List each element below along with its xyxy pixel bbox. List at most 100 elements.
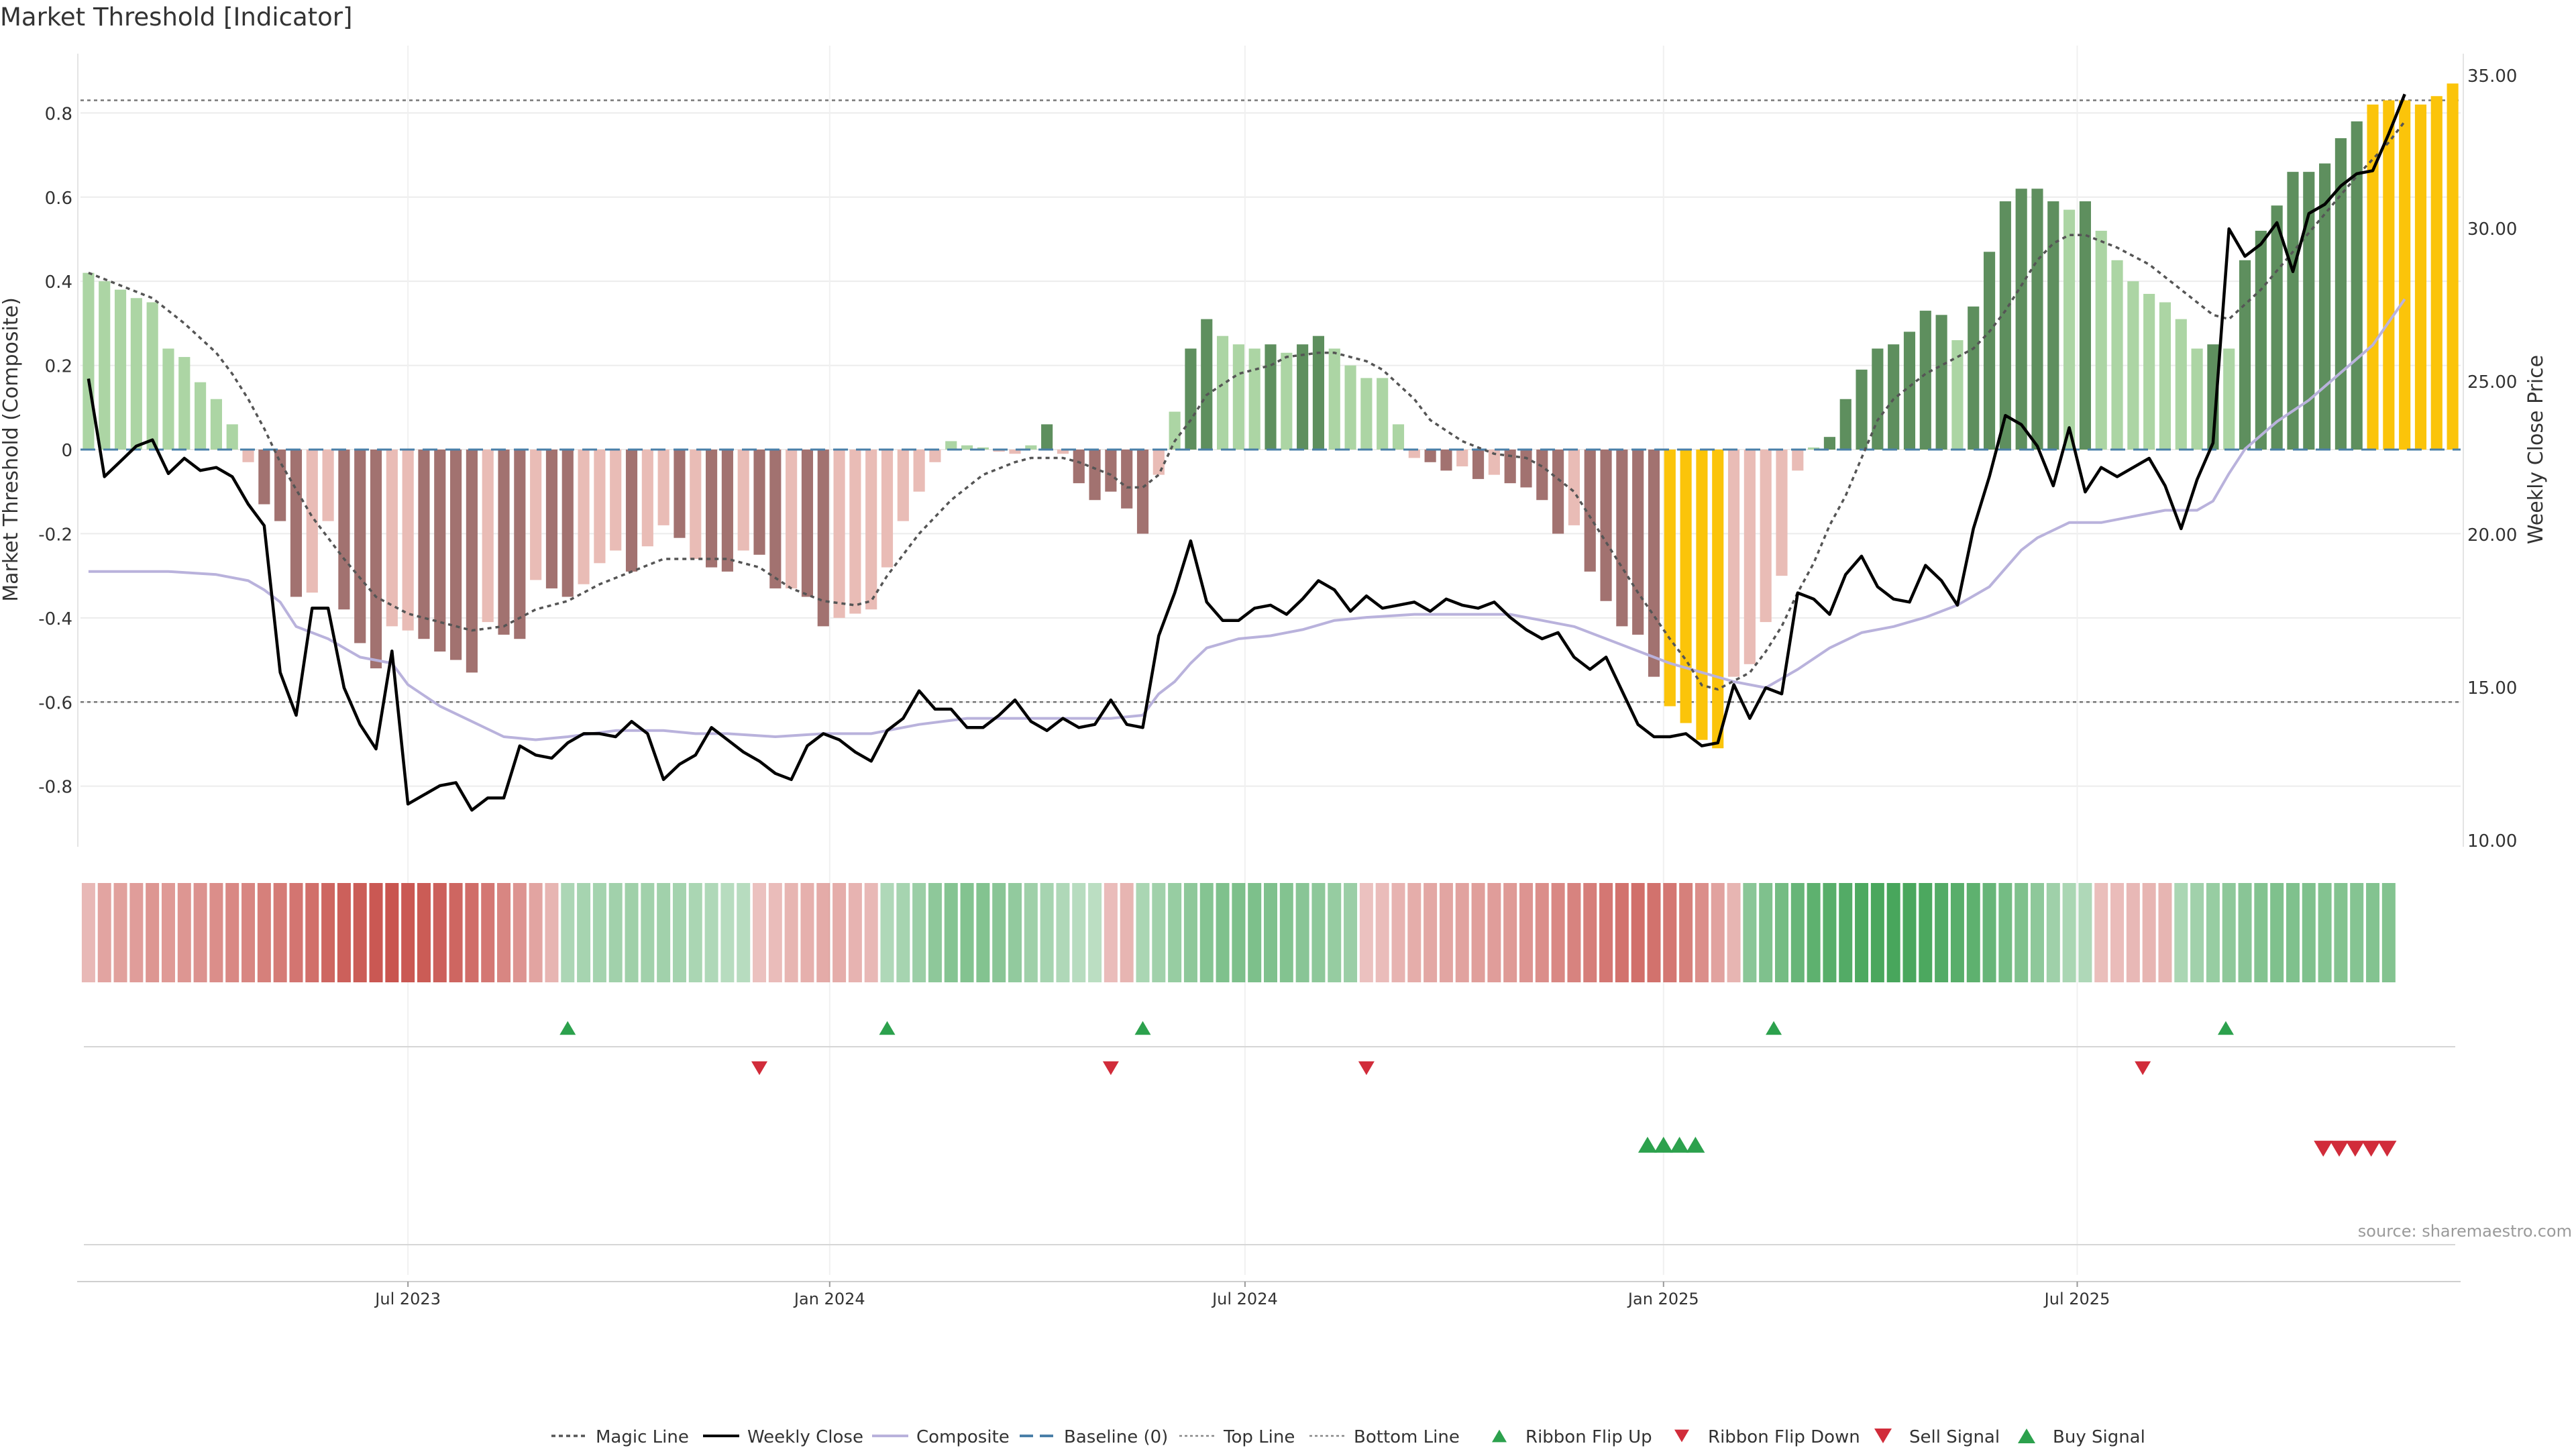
composite-bar (1201, 319, 1213, 450)
composite-bar (1105, 450, 1117, 492)
right-tick-label: 10.00 (2467, 831, 2517, 851)
ribbon-cell (1136, 883, 1150, 982)
ribbon-cell (449, 883, 463, 982)
ribbon-cell (2158, 883, 2172, 982)
composite-bar (402, 450, 414, 631)
composite-bar (1839, 399, 1851, 450)
composite-bar (1360, 378, 1373, 450)
legend-label: Magic Line (596, 1427, 689, 1447)
legend-label: Sell Signal (1909, 1427, 2000, 1447)
ribbon-cell (1168, 883, 1182, 982)
composite-bar (1520, 450, 1532, 488)
ribbon-cell (704, 883, 718, 982)
gridlines (80, 46, 2461, 1275)
ribbon-cell (193, 883, 207, 982)
x-tick-label: Jul 2023 (374, 1290, 441, 1308)
buy-signal-marker (1670, 1137, 1689, 1153)
composite-bar (1760, 450, 1772, 623)
composite-bar (162, 348, 174, 450)
composite-bar (1025, 445, 1037, 450)
ribbon-cell (113, 883, 127, 982)
composite-bar (274, 450, 286, 521)
composite-bar (2399, 100, 2411, 450)
ribbon-cell (1263, 883, 1278, 982)
ribbon-cell (513, 883, 527, 982)
composite-bar (1919, 311, 1931, 450)
ribbon-cell (1886, 883, 1900, 982)
composite-bar (1488, 450, 1500, 475)
composite-bar (1823, 437, 1835, 450)
ribbon-cell (2062, 883, 2076, 982)
ribbon-cell (720, 883, 735, 982)
legend-swatch (1874, 1428, 1892, 1444)
legend: Magic Line Weekly Close Composite Baseline … (551, 1427, 2145, 1447)
composite-bar (1472, 450, 1485, 479)
composite-bar (258, 450, 270, 505)
ribbon-cell (209, 883, 223, 982)
ribbon-cell (2190, 883, 2204, 982)
ribbon-cell (1966, 883, 1980, 982)
series-lines (80, 93, 2461, 812)
ribbon-cell (369, 883, 383, 982)
ribbon-cell (2334, 883, 2348, 982)
composite-bar (1776, 450, 1788, 576)
ribbon-cell (1855, 883, 1869, 982)
composite-bar (737, 450, 749, 551)
ribbon-cell (1567, 883, 1581, 982)
composite-bar (690, 450, 702, 560)
ribbon-cell (657, 883, 671, 982)
x-tick-label: Jul 2024 (1211, 1290, 1278, 1308)
ribbon-cell (1183, 883, 1197, 982)
ribbon-cell (784, 883, 798, 982)
ribbon-cell (2110, 883, 2125, 982)
composite-line (88, 298, 2406, 741)
composite-bar (338, 450, 350, 610)
ribbon-cell (592, 883, 606, 982)
ribbon-cell (1695, 883, 1709, 982)
ribbon-cell (1455, 883, 1469, 982)
composite-bar (1265, 344, 1277, 450)
ribbon-cell (1743, 883, 1757, 982)
ribbon-cell (1391, 883, 1405, 982)
legend-label: Buy Signal (2053, 1427, 2145, 1447)
ribbon-cell (1647, 883, 1661, 982)
composite-bar (610, 450, 622, 551)
sell-signal-marker (2377, 1141, 2397, 1157)
composite-bar (849, 450, 861, 614)
ribbon-cell (1902, 883, 1917, 982)
composite-bar (833, 450, 845, 618)
composite-bar (1057, 450, 1069, 454)
ribbon-flip-up-marker (2217, 1021, 2234, 1035)
composite-bar (2111, 260, 2123, 450)
legend-label: Bottom Line (1354, 1427, 1460, 1447)
composite-bar (945, 441, 957, 450)
composite-bar (498, 450, 510, 635)
ribbon-cell (2206, 883, 2220, 982)
ribbon-cell (1311, 883, 1326, 982)
ribbon-cell (497, 883, 511, 982)
left-tick-label: -0.4 (38, 609, 72, 629)
ribbon-cell (241, 883, 256, 982)
composite-bar (2175, 319, 2187, 450)
ribbon-cell (992, 883, 1006, 982)
composite-bar (195, 382, 207, 450)
left-axis-title: Market Threshold (Composite) (0, 297, 23, 602)
legend-label: Ribbon Flip Down (1708, 1427, 1860, 1447)
composite-bar (817, 450, 829, 627)
ribbon-flip-down-marker (2135, 1061, 2151, 1076)
weekly-close-line (87, 93, 2406, 812)
ribbon-cell (1919, 883, 1933, 982)
ribbon-cell (928, 883, 942, 982)
ribbon-cell (1535, 883, 1549, 982)
ribbon-cell (1152, 883, 1166, 982)
composite-bars (83, 83, 2459, 749)
ribbon-cell (688, 883, 702, 982)
legend-label: Baseline (0) (1064, 1427, 1168, 1447)
composite-bar (561, 450, 574, 597)
composite-bar (1888, 344, 1900, 450)
composite-bar (2047, 201, 2059, 450)
composite-bar (1856, 369, 1868, 450)
composite-bar (1999, 201, 2011, 450)
ribbon-cell (81, 883, 95, 982)
legend-swatch (2018, 1428, 2035, 1444)
